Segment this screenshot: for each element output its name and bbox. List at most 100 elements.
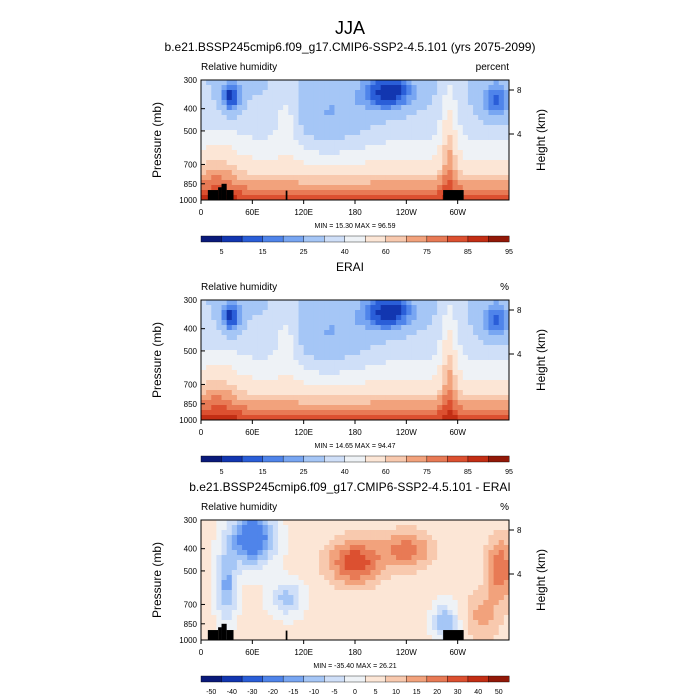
field-cell xyxy=(437,385,443,391)
field-cell xyxy=(329,565,335,571)
field-cell xyxy=(503,375,510,381)
field-cell xyxy=(370,580,376,586)
field-cell xyxy=(462,580,469,586)
field-cell xyxy=(390,360,397,366)
field-cell xyxy=(493,315,500,321)
field-cell xyxy=(201,140,207,146)
field-cell xyxy=(432,395,438,401)
field-cell xyxy=(401,545,407,551)
field-cell xyxy=(303,565,310,571)
field-cell xyxy=(221,175,228,181)
field-cell xyxy=(478,525,484,531)
field-cell xyxy=(319,145,325,151)
field-cell xyxy=(206,340,212,346)
field-cell xyxy=(390,120,397,126)
field-cell xyxy=(206,380,212,386)
field-cell xyxy=(293,145,299,151)
colorbar-swatch xyxy=(426,675,448,683)
field-cell xyxy=(380,585,387,591)
field-cell xyxy=(339,395,346,401)
field-cell xyxy=(283,125,289,131)
field-cell xyxy=(344,390,351,396)
field-cell xyxy=(411,590,417,596)
field-cell xyxy=(355,120,361,126)
field-cell xyxy=(329,605,335,611)
field-cell xyxy=(411,405,417,411)
field-cell xyxy=(503,580,510,586)
field-cell xyxy=(483,315,489,321)
field-cell xyxy=(355,150,361,156)
field-cell xyxy=(298,105,305,111)
field-cell xyxy=(473,95,479,101)
field-cell xyxy=(503,575,510,581)
field-cell xyxy=(283,375,289,381)
field-cell xyxy=(313,165,320,171)
field-cell xyxy=(498,325,505,331)
field-cell xyxy=(308,555,315,561)
field-cell xyxy=(267,395,274,401)
field-cell xyxy=(498,115,505,121)
field-cell xyxy=(355,400,361,406)
field-cell xyxy=(421,105,428,111)
field-cell xyxy=(396,150,402,156)
field-cell xyxy=(390,380,397,386)
field-cell xyxy=(329,110,335,116)
field-cell xyxy=(349,350,356,356)
field-cell xyxy=(411,365,417,371)
field-cell xyxy=(380,555,387,561)
field-cell xyxy=(303,390,310,396)
field-cell xyxy=(252,415,258,421)
field-cell xyxy=(360,555,366,561)
field-cell xyxy=(242,170,248,176)
field-cell xyxy=(396,160,402,166)
field-cell xyxy=(324,370,330,376)
field-cell xyxy=(370,610,376,616)
field-cell xyxy=(288,540,294,546)
field-cell xyxy=(447,125,453,131)
field-cell xyxy=(457,120,464,126)
field-cell xyxy=(303,355,310,361)
field-cell xyxy=(360,630,366,636)
field-cell xyxy=(349,615,356,621)
field-cell xyxy=(329,85,335,91)
field-cell xyxy=(339,330,346,336)
field-cell xyxy=(247,595,253,601)
field-cell xyxy=(226,575,233,581)
field-cell xyxy=(488,350,494,356)
field-cell xyxy=(375,385,382,391)
field-cell xyxy=(380,85,387,91)
field-cell xyxy=(278,175,284,181)
field-cell xyxy=(303,170,310,176)
field-cell xyxy=(231,540,238,546)
field-cell xyxy=(380,170,387,176)
field-cell xyxy=(370,570,376,576)
field-cell xyxy=(503,560,510,566)
field-cell xyxy=(401,575,407,581)
field-cell xyxy=(344,585,351,591)
field-cell xyxy=(344,590,351,596)
field-cell xyxy=(447,170,453,176)
field-cell xyxy=(226,385,233,391)
field-cell xyxy=(375,545,382,551)
field-cell xyxy=(329,300,335,306)
field-cell xyxy=(283,80,289,86)
field-cell xyxy=(462,170,469,176)
field-cell xyxy=(365,415,371,421)
field-cell xyxy=(324,605,330,611)
field-cell xyxy=(365,375,371,381)
field-cell xyxy=(432,620,438,626)
field-cell xyxy=(437,535,443,541)
field-cell xyxy=(339,560,346,566)
field-cell xyxy=(324,365,330,371)
field-cell xyxy=(206,105,212,111)
field-cell xyxy=(206,315,212,321)
field-cell xyxy=(467,570,474,576)
field-cell xyxy=(216,155,222,161)
field-cell xyxy=(432,85,438,91)
field-cell xyxy=(488,375,494,381)
field-cell xyxy=(201,610,207,616)
field-cell xyxy=(390,160,397,166)
field-cell xyxy=(231,80,238,86)
field-cell xyxy=(272,165,279,171)
field-cell xyxy=(360,315,366,321)
